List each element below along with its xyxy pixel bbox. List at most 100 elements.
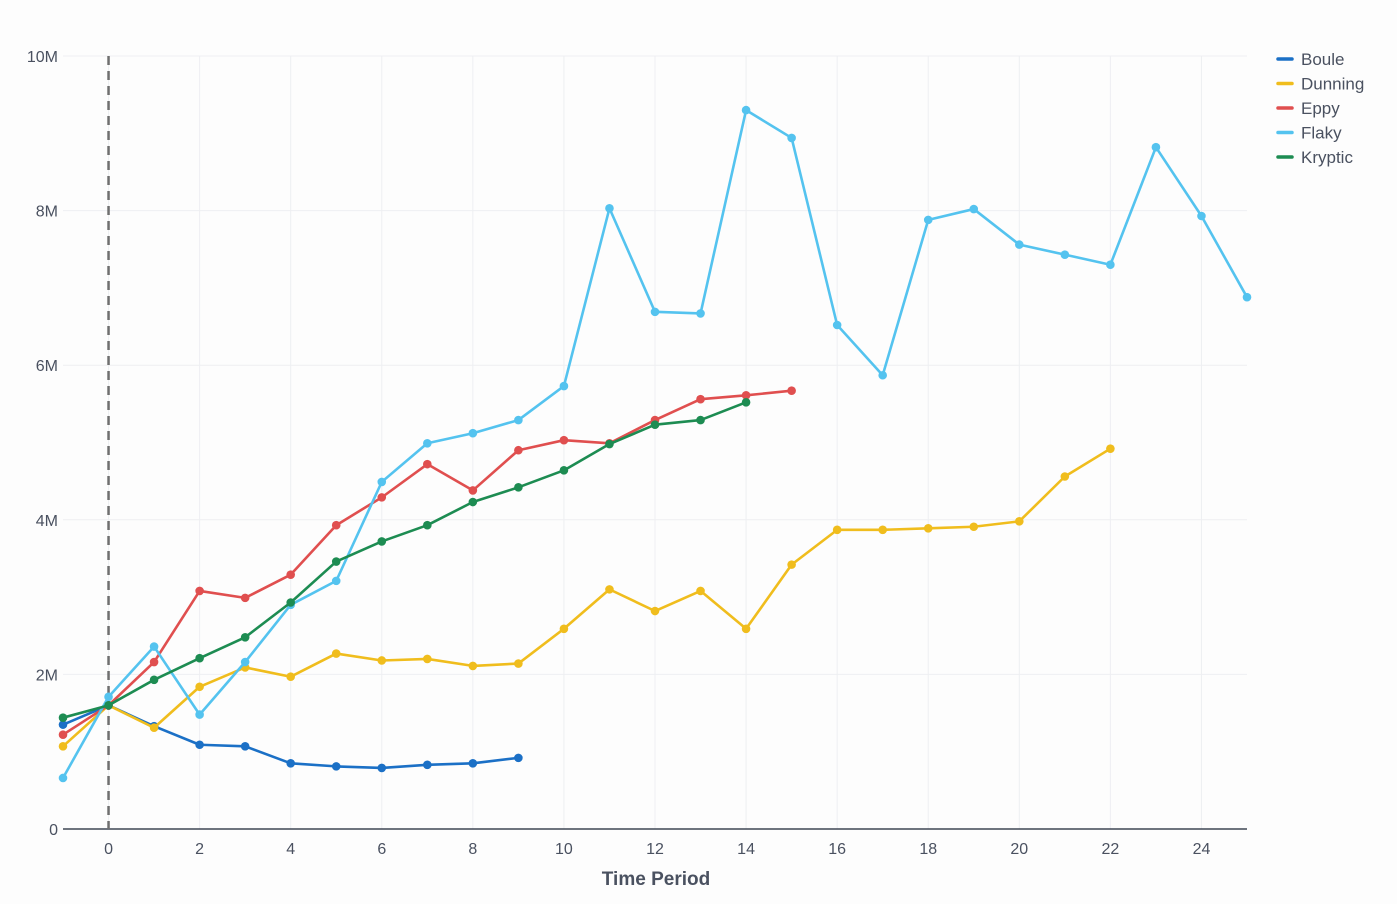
- data-point: [104, 701, 113, 710]
- data-point: [468, 758, 478, 768]
- data-point: [58, 713, 68, 722]
- y-tick-label: 6M: [36, 358, 58, 375]
- data-point: [195, 682, 204, 692]
- data-point: [149, 657, 159, 667]
- data-point: [195, 710, 204, 719]
- data-point: [1015, 240, 1024, 249]
- data-point: [1106, 444, 1115, 453]
- data-point: [650, 307, 660, 317]
- data-point: [423, 760, 432, 770]
- data-point: [832, 525, 842, 535]
- data-point: [787, 560, 796, 569]
- data-point: [559, 435, 569, 445]
- data-point: [58, 730, 68, 739]
- data-point: [514, 415, 523, 425]
- data-point: [104, 692, 113, 702]
- data-point: [741, 391, 751, 400]
- data-point: [650, 606, 660, 616]
- x-tick-label: 8: [468, 841, 477, 858]
- y-tick-label: 2M: [36, 667, 58, 684]
- series-kryptic: [58, 398, 751, 722]
- series-lines: [58, 105, 1252, 783]
- x-tick-label: 12: [646, 841, 664, 858]
- legend-label: Eppy: [1301, 99, 1340, 118]
- x-tick-label: 4: [286, 841, 295, 858]
- data-point: [195, 740, 204, 750]
- data-point: [423, 520, 432, 530]
- data-point: [605, 585, 614, 594]
- data-point: [331, 762, 341, 771]
- data-point: [741, 398, 751, 407]
- data-point: [1106, 260, 1115, 270]
- data-point: [286, 758, 295, 768]
- x-tick-label: 2: [195, 841, 204, 858]
- series-line-kryptic: [61, 400, 748, 719]
- data-point: [650, 420, 660, 430]
- legend-item-boule: Boule: [1276, 50, 1344, 69]
- data-point: [240, 593, 250, 603]
- data-point: [969, 204, 979, 214]
- series-dunning: [58, 444, 1115, 751]
- data-point: [195, 653, 204, 663]
- legend-item-kryptic: Kryptic: [1276, 148, 1353, 167]
- data-point: [696, 309, 705, 318]
- data-point: [787, 133, 796, 143]
- data-point: [878, 525, 887, 535]
- data-point: [696, 415, 705, 425]
- data-point: [741, 105, 751, 115]
- data-point: [286, 672, 295, 682]
- data-point: [331, 576, 341, 586]
- legend-item-eppy: Eppy: [1276, 99, 1340, 118]
- data-point: [514, 445, 523, 455]
- legend: Boule Dunning Eppy Flaky Kryptic: [1276, 50, 1364, 167]
- data-point: [923, 524, 933, 533]
- grid-lines: [63, 55, 1247, 829]
- y-tick-label: 8M: [36, 204, 58, 221]
- data-point: [377, 656, 387, 665]
- x-tick-label: 18: [919, 841, 937, 858]
- legend-label: Flaky: [1301, 124, 1342, 143]
- x-tick-label: 16: [828, 841, 846, 858]
- legend-item-flaky: Flaky: [1276, 124, 1342, 143]
- data-point: [331, 557, 341, 566]
- data-point: [240, 657, 250, 667]
- data-point: [286, 570, 295, 579]
- data-point: [514, 753, 523, 763]
- legend-label: Kryptic: [1301, 148, 1353, 167]
- data-point: [149, 675, 159, 685]
- series-line-dunning: [61, 447, 1112, 748]
- data-point: [1151, 142, 1161, 152]
- data-point: [832, 320, 842, 330]
- data-point: [58, 741, 68, 751]
- data-point: [559, 624, 569, 634]
- legend-item-dunning: Dunning: [1276, 75, 1364, 94]
- data-point: [1015, 517, 1024, 526]
- y-tick-label: 4M: [36, 513, 58, 530]
- x-tick-label: 14: [737, 841, 755, 858]
- data-point: [240, 632, 250, 642]
- legend-label: Dunning: [1301, 75, 1364, 94]
- x-tick-label: 6: [377, 841, 386, 858]
- data-point: [878, 370, 887, 380]
- x-tick-label: 22: [1101, 841, 1119, 858]
- data-point: [377, 493, 387, 502]
- data-point: [468, 661, 478, 671]
- data-point: [741, 624, 751, 634]
- data-point: [1060, 472, 1070, 481]
- data-point: [468, 428, 478, 438]
- data-point: [423, 438, 432, 448]
- x-tick-label: 0: [104, 841, 113, 858]
- data-point: [58, 720, 68, 729]
- data-point: [1197, 211, 1206, 221]
- data-point: [195, 586, 204, 596]
- data-point: [1060, 250, 1070, 259]
- y-tick-label: 10M: [27, 49, 58, 66]
- data-point: [286, 598, 295, 607]
- data-point: [377, 763, 387, 773]
- x-tick-label: 24: [1193, 841, 1211, 858]
- legend-label: Boule: [1301, 50, 1344, 69]
- x-tick-label: 20: [1010, 841, 1028, 858]
